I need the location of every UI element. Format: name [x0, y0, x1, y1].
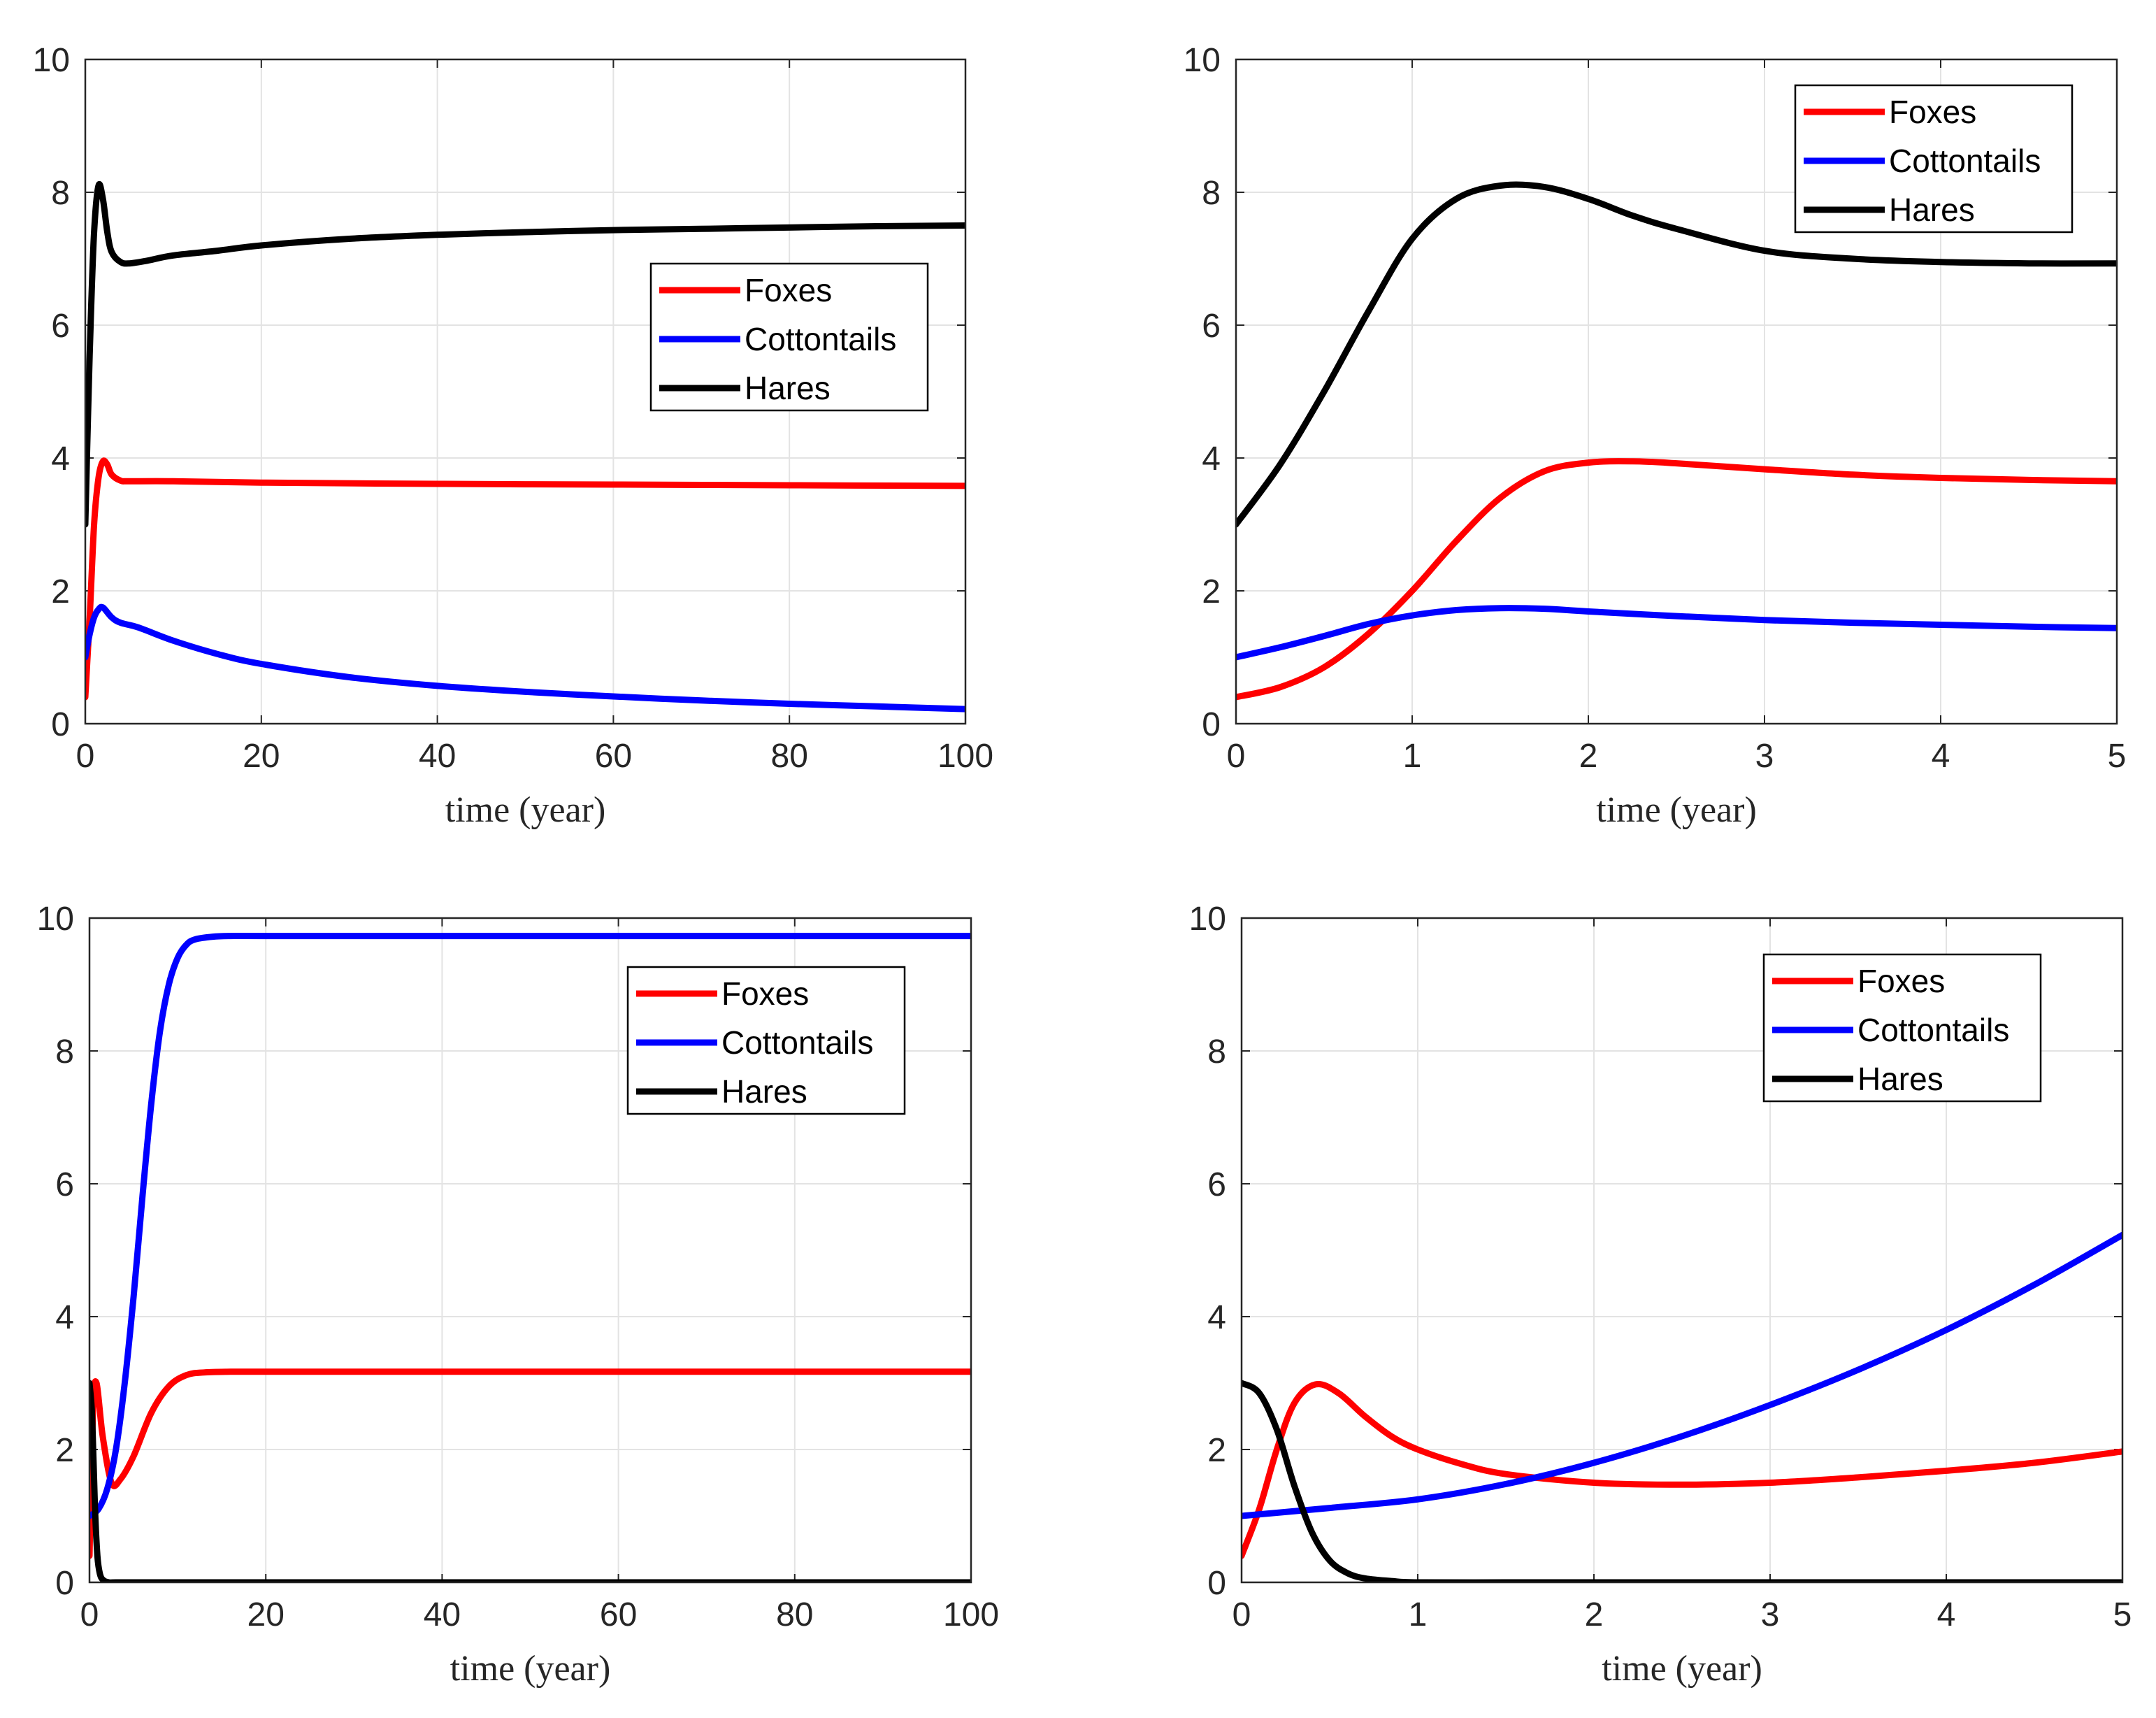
- y-tick-label: 8: [51, 175, 70, 212]
- y-tick-label: 6: [1207, 1166, 1226, 1203]
- x-tick-label: 4: [1937, 1596, 1956, 1633]
- series-line-hares: [1236, 181, 2117, 528]
- x-tick-label: 1: [1403, 738, 1422, 775]
- legend-label-hares: Hares: [1857, 1061, 1943, 1097]
- y-tick-label: 2: [1207, 1432, 1226, 1469]
- legend: Foxes Cottontails Hares: [649, 262, 929, 412]
- legend-label-hares: Hares: [745, 370, 831, 406]
- x-tick-label: 100: [937, 738, 993, 775]
- x-tick-label: 2: [1579, 738, 1598, 775]
- x-tick-label: 0: [1232, 1596, 1251, 1633]
- y-tick-label: 2: [51, 573, 70, 610]
- y-tick-label: 4: [51, 441, 70, 478]
- y-tick-label: 8: [1202, 175, 1221, 212]
- x-axis-label: time (year): [445, 790, 606, 830]
- series-group: [85, 181, 965, 713]
- legend-label-cottontails: Cottontails: [721, 1024, 873, 1061]
- panel-top-right: 0 1 2 3 4 5 0 2 4 6 8 10 time (year) Foxes Cottontails…: [1184, 42, 2127, 830]
- series-line-cottontails: [1242, 1231, 2122, 1519]
- series-line-foxes: [1242, 1380, 2122, 1559]
- x-tick-label: 100: [943, 1596, 999, 1633]
- series-line-hares: [85, 181, 965, 528]
- y-tick-label: 0: [1202, 706, 1221, 743]
- series-line-foxes: [1236, 458, 2117, 701]
- legend-label-foxes: Foxes: [1889, 94, 1976, 130]
- y-tick-label: 0: [51, 706, 70, 743]
- legend-label-foxes: Foxes: [745, 272, 832, 308]
- axes-box: [1235, 58, 2118, 725]
- legend-label-foxes: Foxes: [721, 975, 809, 1012]
- axes-box: [1240, 917, 2124, 1584]
- panel-bottom-left: 0 20 40 60 80 100 0 2 4 6 8 10 time (year) Foxes Cotto…: [37, 901, 999, 1689]
- series-line-cottontails: [85, 603, 965, 713]
- x-tick-label: 80: [771, 738, 808, 775]
- legend-label-cottontails: Cottontails: [1889, 143, 2041, 179]
- series-line-cottontails: [1236, 605, 2117, 661]
- x-tick-label: 5: [2108, 738, 2127, 775]
- x-axis-label: time (year): [1602, 1649, 1762, 1689]
- x-axis-label: time (year): [450, 1649, 611, 1689]
- panel-bottom-right: 0 1 2 3 4 5 0 2 4 6 8 10 time (year) Foxes Cottontails…: [1189, 901, 2132, 1689]
- x-tick-label: 1: [1409, 1596, 1428, 1633]
- legend: Foxes Cottontails Hares: [1762, 953, 2042, 1103]
- x-tick-label: 0: [76, 738, 95, 775]
- x-tick-label: 5: [2113, 1596, 2132, 1633]
- y-tick-label: 10: [37, 901, 74, 938]
- x-tick-label: 0: [80, 1596, 99, 1633]
- y-tick-label: 4: [55, 1299, 74, 1336]
- y-tick-label: 4: [1207, 1299, 1226, 1336]
- series-line-foxes: [85, 457, 965, 701]
- x-tick-label: 0: [1227, 738, 1246, 775]
- y-tick-label: 6: [1202, 308, 1221, 345]
- y-tick-label: 4: [1202, 441, 1221, 478]
- x-tick-label: 40: [419, 738, 456, 775]
- legend-label-hares: Hares: [721, 1073, 807, 1110]
- axes-box: [84, 58, 967, 725]
- series-line-hares: [89, 1380, 971, 1582]
- x-tick-label: 20: [247, 1596, 285, 1633]
- legend-label-cottontails: Cottontails: [1857, 1012, 2009, 1048]
- series-group: [89, 933, 971, 1582]
- legend: Foxes Cottontails Hares: [626, 966, 906, 1115]
- x-tick-label: 20: [243, 738, 280, 775]
- series-line-foxes: [89, 1368, 971, 1559]
- x-tick-label: 80: [776, 1596, 813, 1633]
- y-tick-label: 2: [1202, 573, 1221, 610]
- series-line-cottontails: [89, 933, 971, 1519]
- legend-label-hares: Hares: [1889, 192, 1975, 228]
- y-tick-label: 0: [55, 1565, 74, 1602]
- x-tick-label: 40: [424, 1596, 461, 1633]
- x-tick-label: 2: [1585, 1596, 1604, 1633]
- legend: Foxes Cottontails Hares: [1794, 84, 2074, 234]
- y-tick-label: 6: [51, 308, 70, 345]
- y-tick-label: 8: [55, 1033, 74, 1071]
- x-tick-label: 60: [600, 1596, 637, 1633]
- y-tick-label: 2: [55, 1432, 74, 1469]
- x-tick-label: 3: [1761, 1596, 1780, 1633]
- x-tick-label: 3: [1755, 738, 1774, 775]
- x-tick-label: 60: [595, 738, 632, 775]
- x-axis-label: time (year): [1596, 790, 1757, 830]
- legend-label-foxes: Foxes: [1857, 963, 1945, 999]
- y-tick-label: 10: [1189, 901, 1226, 938]
- y-tick-label: 8: [1207, 1033, 1226, 1071]
- y-tick-label: 10: [1184, 42, 1221, 79]
- y-tick-label: 10: [33, 42, 70, 79]
- panel-top-left: 0 20 40 60 80 100 0 2 4 6 8 10 time (year) Foxes Cotto…: [33, 42, 993, 830]
- x-tick-label: 4: [1932, 738, 1950, 775]
- y-tick-label: 6: [55, 1166, 74, 1203]
- legend-label-cottontails: Cottontails: [745, 321, 896, 357]
- axes-box: [88, 917, 972, 1584]
- series-group: [1236, 181, 2117, 701]
- y-tick-label: 0: [1207, 1565, 1226, 1602]
